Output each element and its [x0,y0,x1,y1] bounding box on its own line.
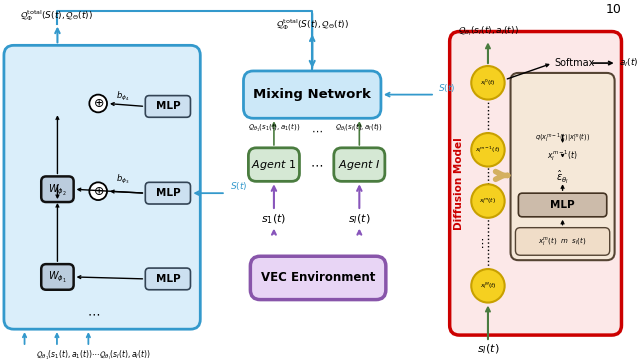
Circle shape [90,94,107,112]
FancyBboxPatch shape [515,228,610,255]
Text: $\mathcal{Q}_{\theta_1}(s_1(t),a_1(t))$$\cdots$$\mathcal{Q}_{\theta_I}(s_I(t),a_: $\mathcal{Q}_{\theta_1}(s_1(t),a_1(t))$$… [36,348,151,362]
FancyBboxPatch shape [41,264,74,290]
FancyBboxPatch shape [41,176,74,202]
Text: Agent $I$: Agent $I$ [339,157,380,172]
Text: Softmax: Softmax [555,58,595,68]
Text: $x_I^{m-1}(t)$: $x_I^{m-1}(t)$ [547,148,578,163]
Text: $s_I(t)$: $s_I(t)$ [477,342,499,356]
Text: MLP: MLP [550,200,575,210]
FancyBboxPatch shape [4,45,200,329]
Text: $x_I^M(t)$: $x_I^M(t)$ [479,281,497,291]
Text: $b_{\phi_4}$: $b_{\phi_4}$ [116,90,129,103]
Text: VEC Environment: VEC Environment [261,272,375,285]
Text: Agent $1$: Agent $1$ [252,157,296,172]
Text: Diffusion Model: Diffusion Model [454,137,463,230]
Text: Mixing Network: Mixing Network [253,88,371,101]
FancyBboxPatch shape [511,73,614,260]
Text: $\mathcal{Q}_{\theta_I}(s_I(t),a_I(t))$: $\mathcal{Q}_{\theta_I}(s_I(t),a_I(t))$ [458,25,518,38]
Text: $\cdots$: $\cdots$ [310,158,323,171]
Text: $x_I^m(t)$: $x_I^m(t)$ [479,196,497,206]
Text: MLP: MLP [156,274,180,284]
Circle shape [90,182,107,200]
Text: $x_I^{m-1}(t)$: $x_I^{m-1}(t)$ [476,144,500,155]
Text: $W_{\phi_2}$: $W_{\phi_2}$ [48,182,67,197]
Text: $\cdots$: $\cdots$ [87,308,100,321]
FancyBboxPatch shape [243,71,381,118]
FancyBboxPatch shape [250,256,386,300]
Text: MLP: MLP [156,188,180,198]
Text: $\mathcal{Q}_{\theta_I}(s_I(t),a_I(t))$: $\mathcal{Q}_{\theta_I}(s_I(t),a_I(t))$ [335,122,383,134]
FancyBboxPatch shape [450,31,621,335]
Circle shape [471,269,505,303]
Text: $b_{\phi_3}$: $b_{\phi_3}$ [116,173,129,186]
FancyBboxPatch shape [145,268,191,290]
Text: $\vdots$: $\vdots$ [476,237,484,250]
Text: $\cdots$: $\cdots$ [310,126,323,136]
FancyBboxPatch shape [334,148,385,181]
Text: MLP: MLP [156,101,180,111]
Text: $\oplus$: $\oplus$ [93,97,104,110]
Circle shape [471,184,505,218]
Circle shape [471,133,505,167]
Text: $x_I^m(t)$  $m$  $s_I(t)$: $x_I^m(t)$ $m$ $s_I(t)$ [538,235,587,248]
Text: $S(t)$: $S(t)$ [438,82,456,94]
Text: $\oplus$: $\oplus$ [93,185,104,198]
FancyBboxPatch shape [145,182,191,204]
Text: $\mathcal{Q}_{\Phi}^{\mathrm{total}}(S(t),\mathcal{Q}_{\Theta}(t))$: $\mathcal{Q}_{\Phi}^{\mathrm{total}}(S(t… [20,8,93,23]
Text: $\hat{\epsilon}_{\theta_I}$: $\hat{\epsilon}_{\theta_I}$ [556,169,569,186]
Text: 10: 10 [605,3,621,16]
FancyBboxPatch shape [518,193,607,217]
Text: $x_I^0(t)$: $x_I^0(t)$ [480,77,496,88]
Text: $W_{\phi_1}$: $W_{\phi_1}$ [48,269,67,285]
Text: $S(t)$: $S(t)$ [230,180,247,192]
Text: $q(x_I^{m-1}(t)|x_I^m(t))$: $q(x_I^{m-1}(t)|x_I^m(t))$ [535,131,590,145]
Text: $a_I(t)$: $a_I(t)$ [618,57,638,70]
Text: $s_1(t)$: $s_1(t)$ [261,212,287,226]
Text: $\mathcal{Q}_{\theta_1}(s_1(t),a_1(t))$: $\mathcal{Q}_{\theta_1}(s_1(t),a_1(t))$ [248,122,300,134]
FancyBboxPatch shape [145,96,191,117]
Circle shape [471,66,505,100]
Text: $\mathcal{Q}_{\Phi}^{\mathrm{total}}(S(t),\mathcal{Q}_{\Theta}(t))$: $\mathcal{Q}_{\Phi}^{\mathrm{total}}(S(t… [276,17,349,32]
Text: $s_I(t)$: $s_I(t)$ [348,212,371,226]
FancyBboxPatch shape [248,148,300,181]
